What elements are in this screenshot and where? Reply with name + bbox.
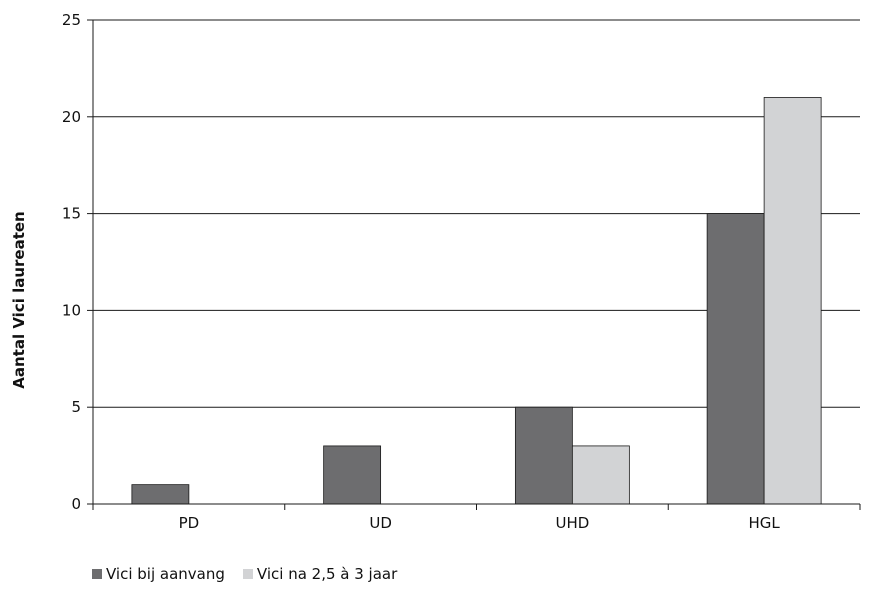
legend-swatch-series-1 bbox=[92, 569, 102, 579]
bar-series-2-uhd bbox=[571, 445, 630, 505]
y-tick-label: 0 bbox=[71, 495, 81, 513]
x-tick-label: HGL bbox=[748, 514, 780, 532]
bar-series-1-hgl bbox=[706, 213, 765, 505]
bar-series-2-hgl bbox=[763, 97, 822, 505]
y-tick-label: 20 bbox=[62, 108, 81, 126]
bar-series-1-uhd bbox=[514, 406, 573, 505]
y-tick-label: 5 bbox=[71, 398, 81, 416]
bar-series-1-pd bbox=[131, 484, 190, 505]
x-tick-label: UHD bbox=[555, 514, 589, 532]
legend-swatch-series-2 bbox=[242, 569, 253, 579]
legend-label-series-2: Vici na 2,5 à 3 jaar bbox=[256, 565, 398, 583]
y-tick-label: 15 bbox=[62, 205, 81, 223]
axes bbox=[87, 19, 861, 510]
bar-series-1-ud bbox=[323, 445, 382, 505]
y-axis-title: Aantal Vici laureaten bbox=[10, 211, 28, 388]
y-tick-label: 10 bbox=[62, 301, 81, 319]
legend-item-series-1: Vici bij aanvang bbox=[92, 565, 225, 583]
legend: Vici bij aanvang Vici na 2,5 à 3 jaar bbox=[92, 565, 415, 583]
bars bbox=[131, 97, 822, 505]
tick-labels: 0 5 10 15 20 25 PD UD UHD HGL bbox=[62, 11, 780, 532]
chart: 0 5 10 15 20 25 PD UD UHD HGL Aantal Vici laureat… bbox=[10, 11, 861, 532]
y-tick-label: 25 bbox=[62, 11, 81, 29]
legend-item-series-2: Vici na 2,5 à 3 jaar bbox=[242, 565, 398, 583]
x-tick-label: UD bbox=[369, 514, 392, 532]
legend-label-series-1: Vici bij aanvang bbox=[106, 565, 225, 583]
x-tick-label: PD bbox=[179, 514, 200, 532]
